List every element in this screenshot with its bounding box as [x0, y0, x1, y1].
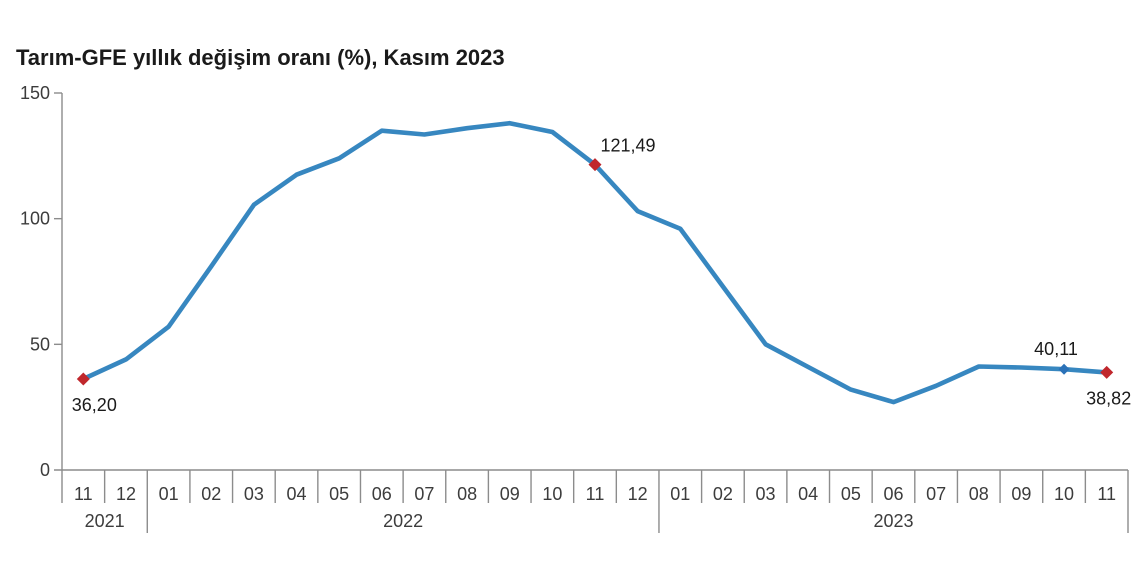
y-axis-tick-label: 100 — [20, 209, 50, 229]
data-point-label: 121,49 — [600, 136, 655, 156]
x-axis-month-label: 11 — [586, 484, 605, 504]
x-axis-month-label: 07 — [414, 484, 434, 504]
x-axis-month-label: 05 — [329, 484, 349, 504]
data-point-label: 36,20 — [72, 395, 117, 415]
x-axis-month-label: 11 — [1097, 484, 1116, 504]
data-point-label: 40,11 — [1034, 339, 1078, 359]
x-axis-month-label: 03 — [244, 484, 264, 504]
x-axis-month-label: 08 — [457, 484, 477, 504]
data-point-marker-blue — [1058, 363, 1070, 375]
x-axis-month-label: 01 — [159, 484, 179, 504]
x-axis-month-label: 04 — [798, 484, 818, 504]
x-axis-month-label: 09 — [500, 484, 520, 504]
y-axis-tick-label: 0 — [40, 460, 50, 480]
x-axis-year-label: 2021 — [85, 511, 125, 531]
chart-title: Tarım-GFE yıllık değişim oranı (%), Kası… — [16, 45, 505, 70]
x-axis-month-label: 05 — [841, 484, 861, 504]
x-axis-month-label: 02 — [201, 484, 221, 504]
x-axis-year-label: 2023 — [873, 511, 913, 531]
x-axis-month-label: 11 — [74, 484, 93, 504]
x-axis-month-label: 06 — [883, 484, 903, 504]
x-axis-month-label: 12 — [628, 484, 648, 504]
data-point-marker-red — [1100, 365, 1114, 379]
x-axis-year-label: 2022 — [383, 511, 423, 531]
x-axis-month-label: 02 — [713, 484, 733, 504]
x-axis-month-label: 01 — [670, 484, 690, 504]
data-point-marker-red — [588, 158, 602, 172]
x-axis-month-label: 03 — [756, 484, 776, 504]
x-axis-month-label: 07 — [926, 484, 946, 504]
x-axis-month-label: 08 — [969, 484, 989, 504]
data-point-label: 38,82 — [1086, 388, 1131, 408]
x-axis-month-label: 06 — [372, 484, 392, 504]
data-point-marker-red — [76, 372, 90, 386]
y-axis-tick-label: 50 — [30, 334, 50, 354]
x-axis-month-label: 10 — [542, 484, 562, 504]
y-axis-tick-label: 150 — [20, 83, 50, 103]
x-axis-month-label: 10 — [1054, 484, 1074, 504]
x-axis-month-label: 09 — [1011, 484, 1031, 504]
x-axis-month-label: 04 — [287, 484, 307, 504]
x-axis-month-label: 12 — [116, 484, 136, 504]
